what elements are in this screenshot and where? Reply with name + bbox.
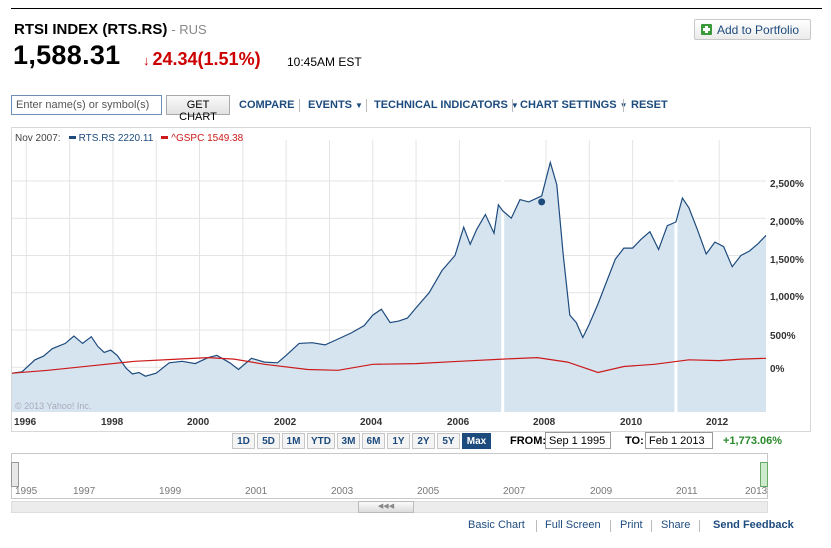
full-screen-link[interactable]: Full Screen (545, 519, 601, 531)
chart-legend: Nov 2007: RTS.RS 2220.11 ^GSPC 1549.38 (15, 133, 243, 144)
last-price: 1,588.31 (13, 40, 121, 70)
range-1y[interactable]: 1Y (387, 433, 410, 449)
range-2y[interactable]: 2Y (412, 433, 435, 449)
x-tick-label: 2012 (706, 417, 729, 428)
reset-button[interactable]: RESET (631, 99, 668, 111)
to-label: TO: (625, 435, 644, 447)
footer-separator (699, 520, 700, 532)
page-title: RTSI INDEX (RTS.RS) - RUS (14, 21, 207, 38)
y-tick-label: 1,500% (770, 255, 804, 266)
legend-swatch-rts (68, 135, 76, 139)
exchange-label: - RUS (171, 22, 207, 37)
navigator-label: 2005 (417, 486, 440, 497)
footer-separator (610, 520, 611, 532)
navigator-right-handle[interactable] (760, 462, 768, 487)
navigator-label: 2013 (745, 486, 768, 497)
range-3m[interactable]: 3M (337, 433, 360, 449)
x-tick-label: 1996 (14, 417, 37, 428)
spx-series-line (11, 356, 767, 374)
navigator-left-handle[interactable] (11, 462, 19, 487)
range-6m[interactable]: 6M (362, 433, 385, 449)
y-tick-label: 0% (770, 364, 785, 375)
technical-indicators-menu[interactable]: TECHNICAL INDICATORS ▼ (374, 99, 519, 111)
share-link[interactable]: Share (661, 519, 691, 531)
from-date-input[interactable] (545, 432, 611, 449)
rts-area (12, 162, 766, 412)
x-tick-label: 2004 (360, 417, 383, 428)
toolbar-separator (366, 99, 367, 112)
compare-button[interactable]: COMPARE (239, 99, 295, 111)
percent-change: +1,773.06% (723, 435, 783, 447)
print-link[interactable]: Print (620, 519, 643, 531)
chart-frame (11, 127, 811, 432)
y-tick-label: 2,500% (770, 179, 804, 190)
add-to-portfolio-button[interactable]: Add to Portfolio (694, 19, 811, 40)
range-1m[interactable]: 1M (282, 433, 305, 449)
y-tick-label: 500% (770, 331, 796, 342)
scrollbar-thumb[interactable]: ◀◀◀ (358, 501, 414, 513)
navigator-label: 1997 (73, 486, 96, 497)
plus-icon (701, 24, 712, 35)
range-ytd[interactable]: YTD (307, 433, 335, 449)
footer-separator (651, 520, 652, 532)
down-arrow-icon: ↓ (143, 53, 150, 68)
footer-separator (536, 520, 537, 532)
from-label: FROM: (510, 435, 547, 447)
caret-down-icon: ▼ (355, 101, 363, 110)
add-to-portfolio-label: Add to Portfolio (717, 23, 800, 37)
navigator-label: 1999 (159, 486, 182, 497)
x-tick-label: 2002 (274, 417, 297, 428)
legend-rts: RTS.RS 2220.11 (78, 133, 154, 144)
quote-time: 10:45AM EST (287, 55, 362, 69)
navigator-label: 2001 (245, 486, 268, 497)
to-date-input[interactable] (645, 432, 713, 449)
toolbar-separator (299, 99, 300, 112)
range-5y[interactable]: 5Y (437, 433, 460, 449)
chart-toolbar: GET CHART COMPARE EVENTS▼ TECHNICAL INDI… (11, 95, 811, 123)
navigator-label: 2009 (590, 486, 613, 497)
toolbar-separator (512, 99, 513, 112)
range-1d[interactable]: 1D (232, 433, 255, 449)
top-divider (11, 8, 822, 9)
send-feedback-link[interactable]: Send Feedback (713, 519, 794, 531)
range-max[interactable]: Max (462, 433, 491, 449)
navigator-frame (11, 453, 768, 499)
copyright-watermark: © 2013 Yahoo! Inc. (15, 401, 92, 411)
navigator-label: 1995 (15, 486, 38, 497)
get-chart-button[interactable]: GET CHART (166, 95, 230, 123)
x-tick-label: 2006 (447, 417, 470, 428)
legend-spx: ^GSPC 1549.38 (171, 133, 244, 144)
x-tick-label: 1998 (101, 417, 124, 428)
basic-chart-link[interactable]: Basic Chart (468, 519, 525, 531)
legend-date: Nov 2007: (15, 133, 61, 144)
y-tick-label: 2,000% (770, 217, 804, 228)
hover-point (538, 198, 546, 206)
x-tick-label: 2010 (620, 417, 643, 428)
x-tick-label: 2000 (187, 417, 210, 428)
navigator-label: 2007 (503, 486, 526, 497)
navigator-label: 2003 (331, 486, 354, 497)
y-tick-label: 1,000% (770, 292, 804, 303)
rts-series-line (11, 160, 767, 377)
symbol-search-input[interactable] (11, 95, 162, 115)
price-change: ↓ 24.34(1.51%) (143, 49, 261, 69)
caret-down-icon: ▼ (510, 101, 519, 110)
toolbar-separator (623, 99, 624, 112)
events-menu[interactable]: EVENTS ▼ (308, 99, 363, 111)
x-tick-label: 2008 (533, 417, 556, 428)
legend-swatch-spx (161, 135, 169, 139)
navigator-label: 2011 (676, 486, 698, 497)
range-5d[interactable]: 5D (257, 433, 280, 449)
